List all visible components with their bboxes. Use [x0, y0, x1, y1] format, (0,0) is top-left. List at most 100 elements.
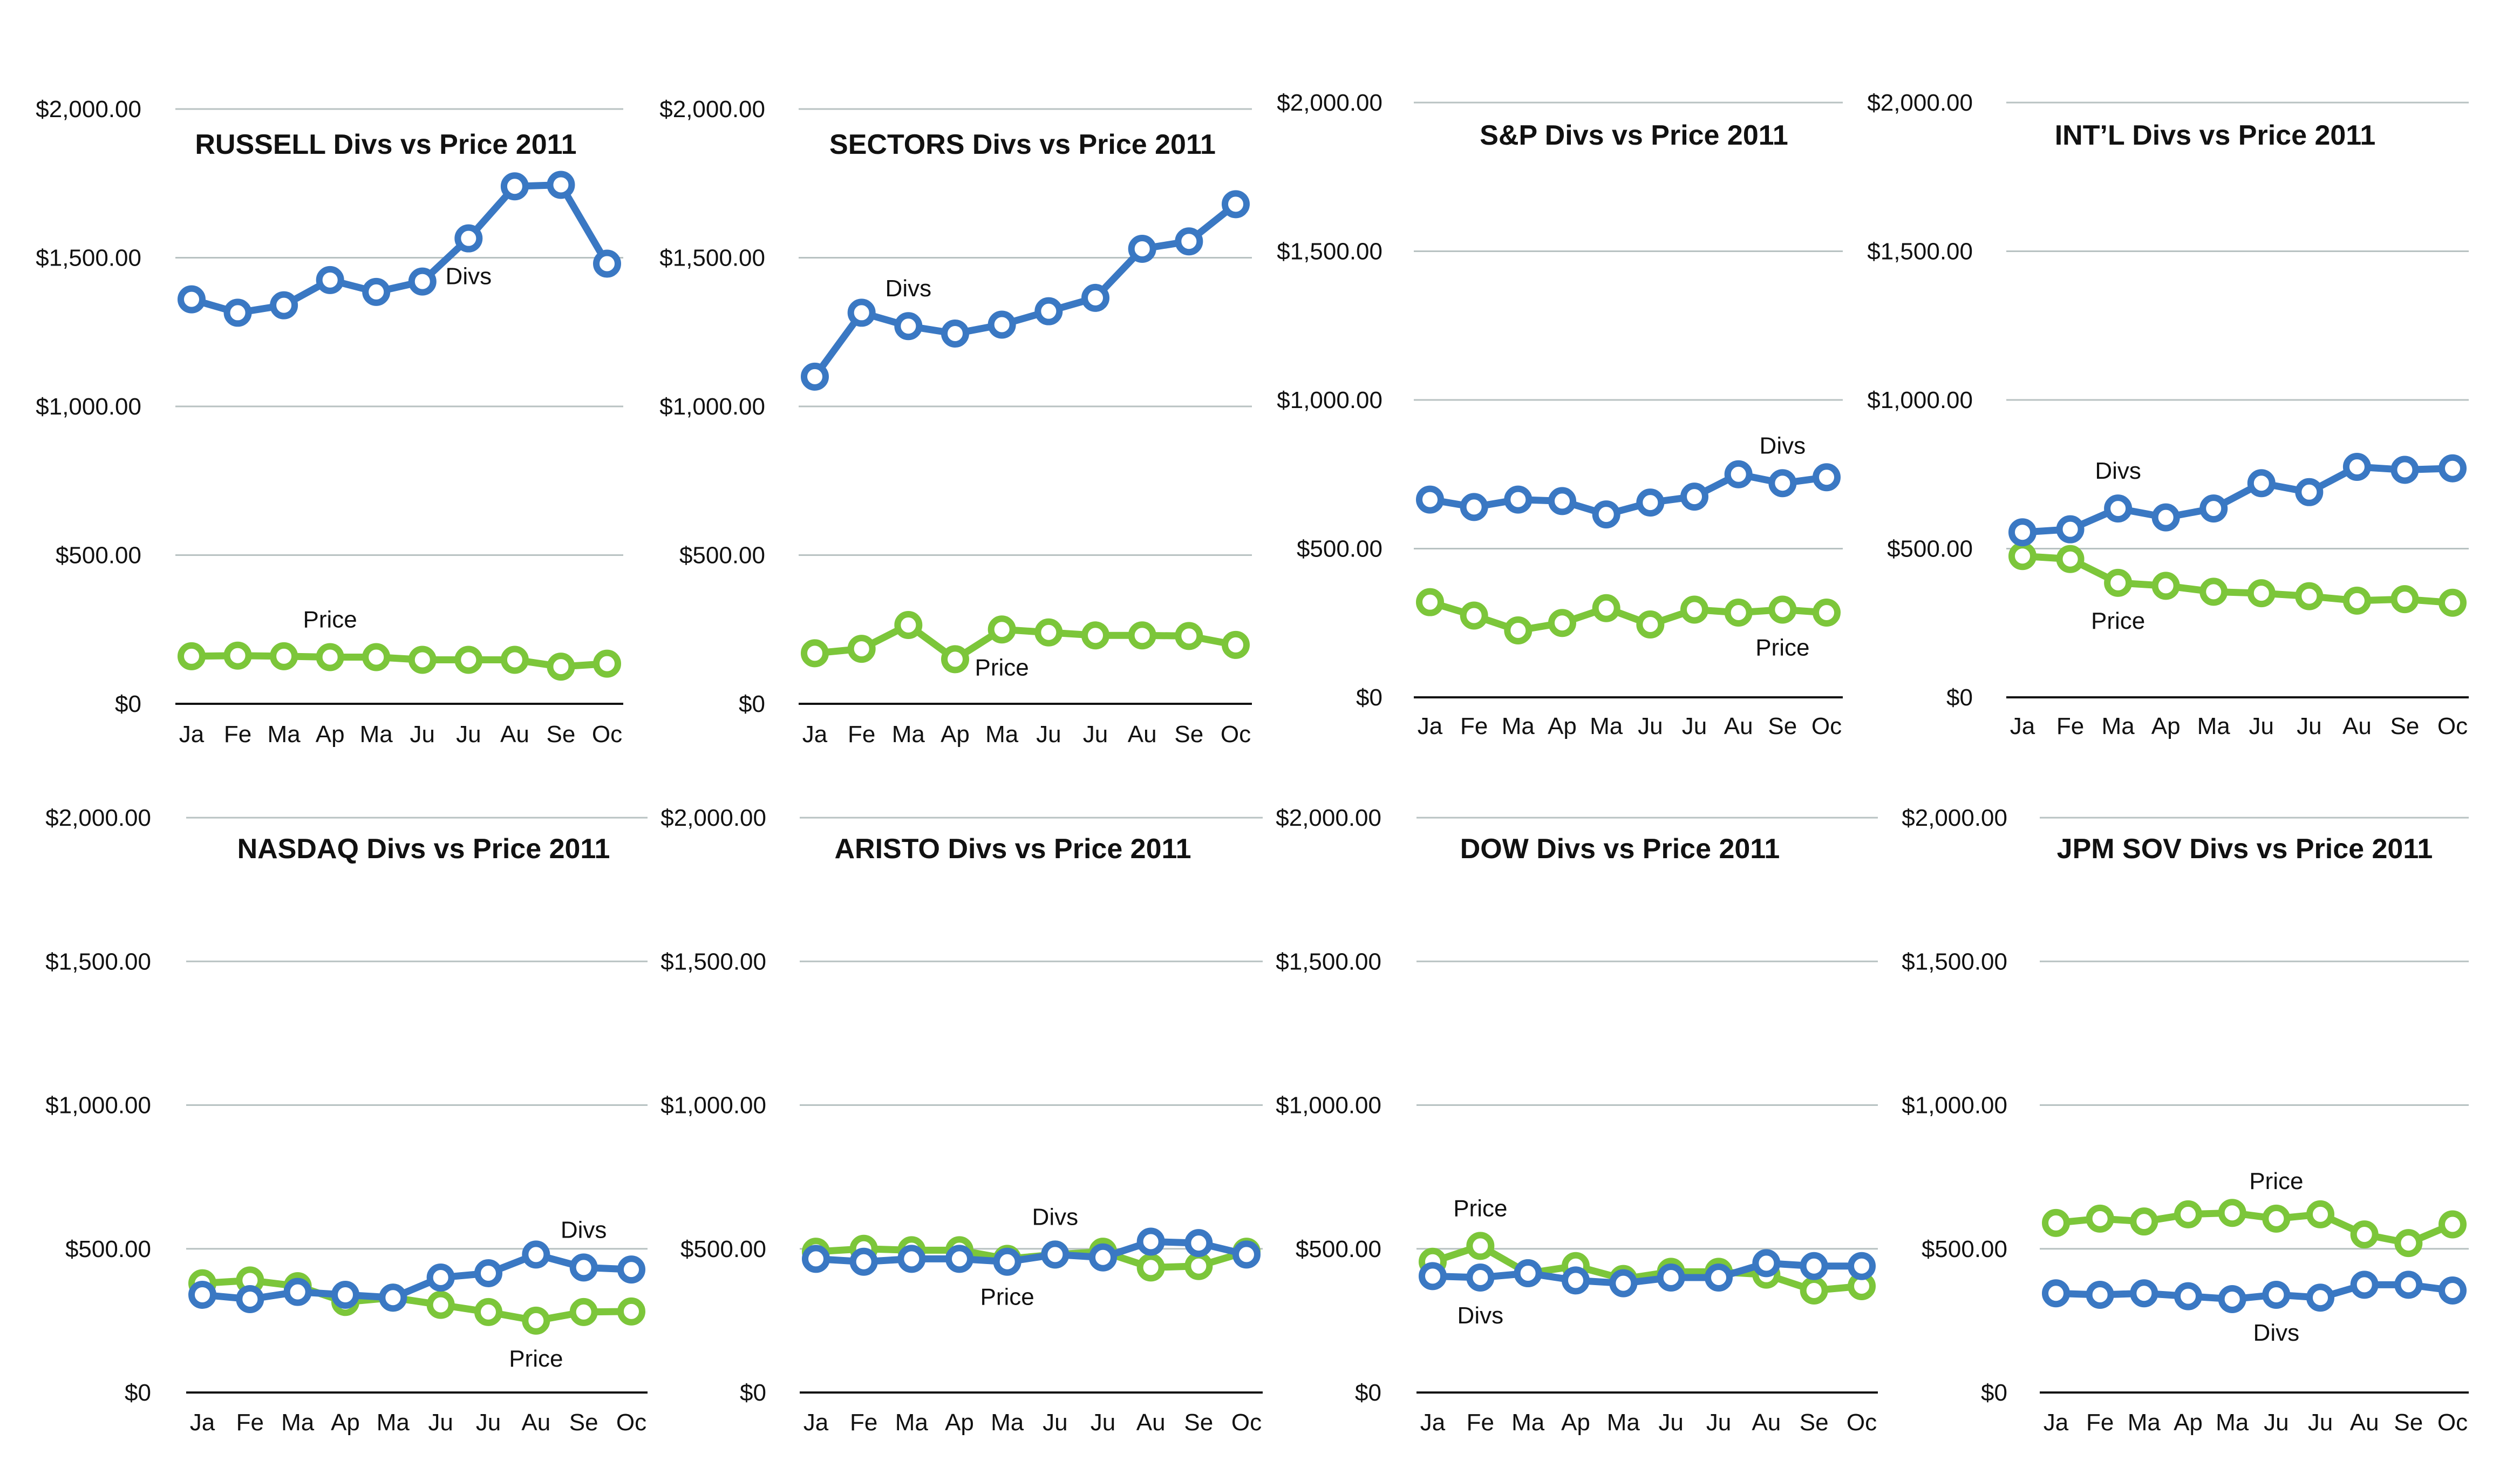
- series-line-price: [1426, 599, 1830, 634]
- x-tick-label: Ma: [985, 721, 1019, 748]
- x-tick-label: Oc: [616, 1409, 646, 1436]
- data-point-price: [2262, 1204, 2291, 1233]
- series-annotation: Divs: [1457, 1302, 1504, 1329]
- data-point-divs: [1466, 1264, 1495, 1292]
- data-point-price: [1460, 601, 1488, 630]
- data-point-divs: [283, 1278, 312, 1306]
- data-point-price: [474, 1298, 502, 1326]
- x-tick-label: Ja: [2044, 1409, 2069, 1436]
- x-tick-label: Ju: [2264, 1409, 2289, 1436]
- data-point-divs: [993, 1247, 1021, 1276]
- series-line-divs: [1426, 471, 1830, 518]
- chart-title: SECTORS Divs vs Price 2011: [829, 129, 1216, 160]
- y-tick-label: $500.00: [1922, 1236, 2007, 1262]
- data-point-price: [2130, 1207, 2158, 1236]
- y-tick-label: $1,000.00: [1867, 387, 1973, 413]
- data-point-divs: [1592, 500, 1620, 529]
- data-point-price: [1813, 598, 1841, 627]
- series-annotation: Price: [980, 1283, 1034, 1310]
- y-tick-label: $2,000.00: [45, 805, 151, 831]
- data-point-divs: [188, 1280, 216, 1309]
- chart-panel: $0 $500.00 $1,000.00 $1,500.00 $2,000.00 Ja Fe…: [659, 96, 1252, 748]
- x-tick-label: Se: [2390, 713, 2420, 739]
- series-line-price: [188, 652, 611, 670]
- data-point-divs: [617, 1255, 645, 1284]
- series-annotation: Price: [1755, 634, 1809, 661]
- data-point-divs: [2342, 452, 2371, 481]
- data-point-divs: [847, 298, 876, 327]
- series-line-price: [1429, 1242, 1865, 1294]
- y-tick-label: $1,500.00: [45, 948, 151, 975]
- y-tick-label: $1,000.00: [659, 393, 765, 420]
- data-point-divs: [1175, 227, 1203, 256]
- series-line-divs: [188, 181, 611, 316]
- x-tick-label: Ju: [1706, 1409, 1731, 1436]
- data-point-divs: [1419, 1262, 1447, 1290]
- x-tick-label: Ju: [1682, 713, 1707, 739]
- x-tick-label: Se: [1184, 1409, 1213, 1436]
- data-point-price: [2042, 1208, 2070, 1237]
- x-tick-label: Ma: [360, 721, 393, 748]
- data-point-price: [178, 642, 206, 670]
- chart-title: NASDAQ Divs vs Price 2011: [237, 833, 610, 865]
- data-point-divs: [236, 1285, 264, 1313]
- y-tick-label: $0: [1981, 1380, 2007, 1406]
- x-tick-label: Oc: [1221, 721, 1251, 748]
- x-tick-label: Se: [1768, 713, 1797, 739]
- data-point-price: [1034, 618, 1063, 647]
- data-point-divs: [2218, 1285, 2246, 1313]
- y-tick-label: $1,000.00: [45, 1092, 151, 1119]
- data-point-divs: [1548, 487, 1576, 515]
- data-point-divs: [331, 1280, 359, 1309]
- y-tick-label: $0: [740, 1380, 766, 1406]
- data-point-divs: [2247, 469, 2276, 498]
- x-tick-label: Ju: [1658, 1409, 1683, 1436]
- series-line-divs: [2019, 463, 2456, 536]
- x-tick-label: Ma: [377, 1409, 410, 1436]
- data-point-price: [1724, 598, 1753, 627]
- x-tick-label: Se: [1800, 1409, 1829, 1436]
- data-point-price: [2394, 1229, 2423, 1258]
- series-annotation: Price: [2249, 1168, 2303, 1194]
- series-line-price: [199, 1276, 635, 1324]
- data-point-divs: [941, 320, 969, 348]
- data-point-price: [801, 639, 829, 668]
- data-point-divs: [2174, 1282, 2202, 1310]
- chart-title: ARISTO Divs vs Price 2011: [835, 833, 1191, 865]
- data-point-divs: [362, 277, 391, 306]
- data-point-divs: [802, 1245, 830, 1273]
- y-tick-label: $1,500.00: [1902, 948, 2007, 975]
- x-tick-label: Se: [569, 1409, 598, 1436]
- series-annotation: Price: [303, 606, 357, 633]
- chart-panel: $0 $500.00 $1,000.00 $1,500.00 $2,000.00 Ja Fe…: [1277, 90, 1843, 739]
- data-point-divs: [178, 285, 206, 314]
- series-line-price: [2019, 552, 2456, 607]
- data-point-price: [1222, 630, 1250, 659]
- y-tick-label: $1,500.00: [1867, 239, 1973, 265]
- data-point-divs: [1184, 1229, 1213, 1258]
- x-tick-label: Ap: [316, 721, 345, 748]
- chart-panel: $0 $500.00 $1,000.00 $1,500.00 $2,000.00 Ja Fe…: [660, 805, 1263, 1436]
- data-point-divs: [1041, 1240, 1070, 1269]
- series-annotation: Divs: [1032, 1204, 1079, 1230]
- x-tick-label: Ma: [2128, 1409, 2161, 1436]
- x-tick-label: Ma: [1502, 713, 1535, 739]
- data-point-divs: [945, 1245, 973, 1273]
- data-point-price: [1466, 1232, 1495, 1260]
- x-tick-label: Ju: [2308, 1409, 2333, 1436]
- data-point-divs: [2306, 1283, 2334, 1312]
- data-point-divs: [316, 266, 344, 294]
- x-tick-label: Ja: [1418, 713, 1443, 739]
- series-line-divs: [1429, 1259, 1865, 1287]
- series-line-divs: [812, 1238, 1250, 1266]
- data-point-divs: [454, 224, 483, 253]
- series-annotation: Divs: [1760, 432, 1806, 459]
- data-point-price: [1184, 1252, 1213, 1280]
- x-tick-label: Ju: [1638, 713, 1663, 739]
- x-tick-label: Fe: [850, 1409, 877, 1436]
- series-line-divs: [2052, 1281, 2456, 1303]
- y-tick-label: $500.00: [1296, 1236, 1381, 1262]
- y-tick-label: $2,000.00: [1867, 90, 1973, 116]
- x-tick-label: Ap: [2174, 1409, 2203, 1436]
- data-point-price: [426, 1290, 455, 1319]
